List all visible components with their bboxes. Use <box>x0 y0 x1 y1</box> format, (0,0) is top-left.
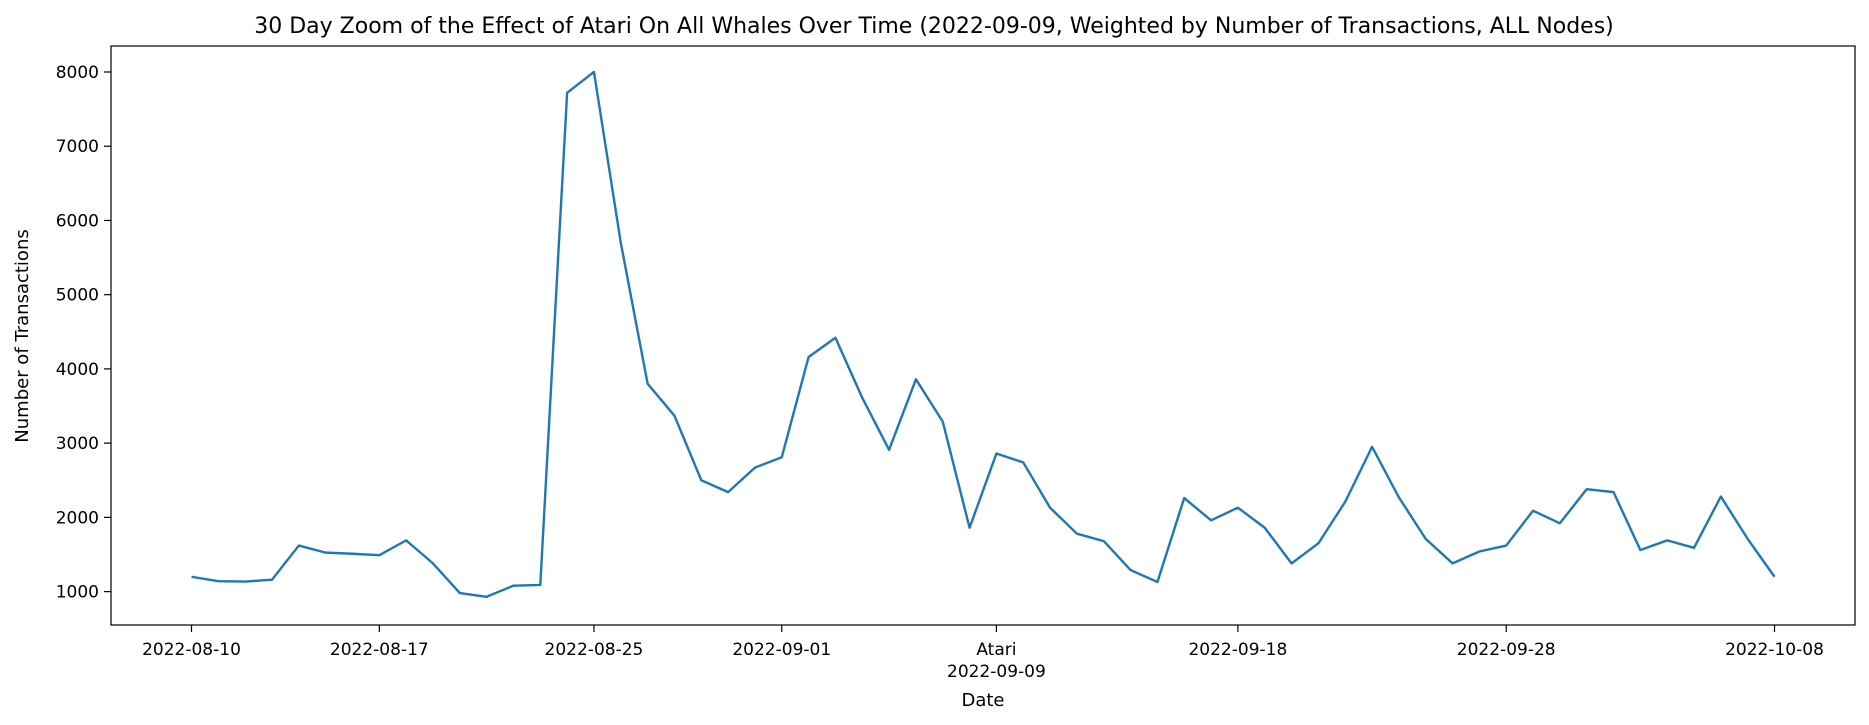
y-tick-label: 2000 <box>56 508 99 528</box>
x-tick-label: 2022-08-25 <box>545 640 644 660</box>
x-tick-annotation: Atari <box>976 640 1016 660</box>
x-axis: 2022-08-10 2022-08-17 2022-08-25 2022-09-01… <box>142 625 1824 682</box>
x-tick-label: 2022-08-17 <box>330 640 429 660</box>
x-tick-label: 2022-10-08 <box>1725 640 1824 660</box>
x-tick-label: 2022-09-01 <box>732 640 831 660</box>
y-tick-label: 4000 <box>56 360 99 380</box>
y-tick-label: 1000 <box>56 583 99 603</box>
chart-title: 30 Day Zoom of the Effect of Atari On Al… <box>254 14 1614 39</box>
y-tick-label: 6000 <box>56 211 99 231</box>
x-tick-label: 2022-09-09 <box>947 662 1046 682</box>
y-tick-label: 8000 <box>56 63 99 83</box>
y-axis: 1000 2000 3000 4000 5000 6000 7000 8000 <box>56 63 111 603</box>
x-axis-label: Date <box>961 690 1004 711</box>
x-tick-label: 2022-09-28 <box>1457 640 1556 660</box>
series-line <box>191 70 1776 598</box>
y-tick-label: 3000 <box>56 434 99 454</box>
y-axis-label: Number of Transactions <box>12 229 33 442</box>
x-tick-label: 2022-08-10 <box>142 640 241 660</box>
y-tick-label: 7000 <box>56 137 99 157</box>
x-tick-label: 2022-09-18 <box>1188 640 1287 660</box>
plot-area <box>110 45 1856 626</box>
y-tick-label: 5000 <box>56 286 99 306</box>
